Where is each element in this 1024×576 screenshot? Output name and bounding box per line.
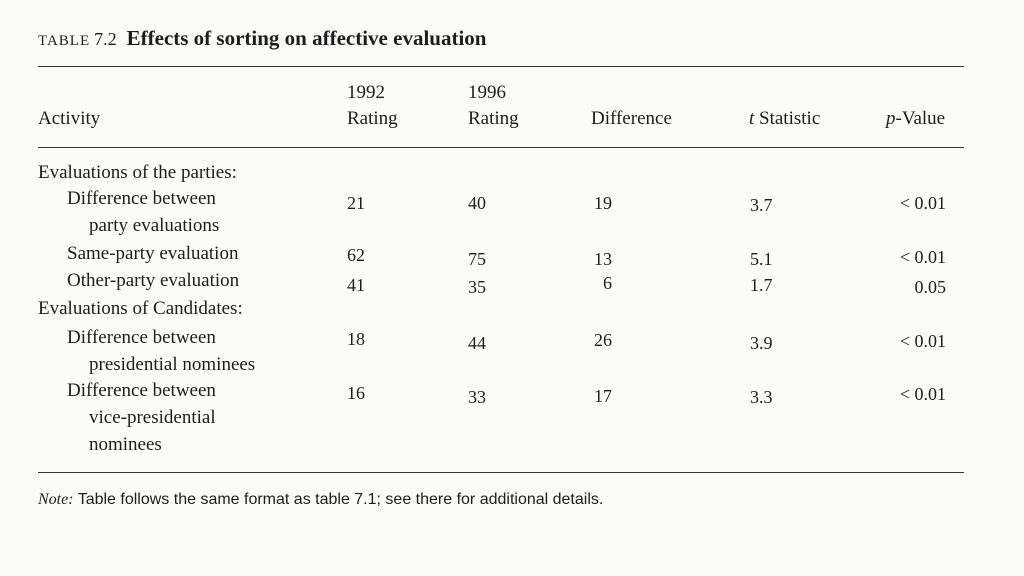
cell-p: < 0.01 bbox=[899, 193, 946, 213]
header-1996-rating: Rating bbox=[468, 108, 519, 129]
cell-t: 5.1 bbox=[750, 249, 773, 269]
cell-p: 0.05 bbox=[914, 277, 947, 297]
cell-p: < 0.01 bbox=[899, 384, 946, 404]
table-note: Note: Table follows the same format as t… bbox=[38, 491, 603, 509]
cell-1996: 44 bbox=[468, 333, 486, 353]
header-t-statistic: t Statistic bbox=[749, 106, 820, 132]
row-label-line: Difference between bbox=[67, 327, 216, 348]
header-p-rest: -Value bbox=[895, 108, 946, 129]
cell-1996: 35 bbox=[468, 277, 486, 297]
cell-1992: 21 bbox=[347, 193, 365, 213]
header-1992-rating: Rating bbox=[347, 108, 398, 129]
cell-difference: 6 bbox=[603, 273, 612, 293]
bottom-rule bbox=[38, 472, 964, 473]
cell-difference: 26 bbox=[594, 330, 612, 350]
row-label-line: presidential nominees bbox=[89, 354, 256, 375]
cell-1992: 18 bbox=[347, 329, 365, 349]
group-label: Evaluations of Candidates: bbox=[38, 298, 243, 319]
table-title: Effects of sorting on affective evaluati… bbox=[126, 26, 487, 50]
cell-1996: 75 bbox=[468, 249, 486, 269]
cell-1992: 41 bbox=[347, 275, 365, 295]
note-lead: Note: bbox=[38, 491, 74, 508]
cell-1992: 62 bbox=[347, 245, 365, 265]
row-label-line: Same-party evaluation bbox=[67, 243, 239, 264]
row-label-line: nominees bbox=[89, 434, 162, 455]
cell-1992: 16 bbox=[347, 383, 365, 403]
row-label-line: Difference between bbox=[67, 188, 216, 209]
cell-p: < 0.01 bbox=[899, 247, 946, 267]
table-number: 7.2 bbox=[94, 29, 117, 49]
row-label-line: party evaluations bbox=[89, 215, 220, 236]
header-1992-year: 1992 bbox=[347, 82, 385, 103]
cell-difference: 17 bbox=[594, 386, 612, 406]
header-1996-year: 1996 bbox=[468, 82, 506, 103]
header-p-italic: p bbox=[886, 108, 896, 129]
header-t-rest: Statistic bbox=[754, 108, 821, 129]
table-caption: TABLE 7.2 Effects of sorting on affectiv… bbox=[38, 26, 486, 51]
cell-t: 3.7 bbox=[750, 195, 773, 215]
cell-1996: 33 bbox=[468, 387, 486, 407]
cell-difference: 13 bbox=[594, 249, 612, 269]
group-label: Evaluations of the parties: bbox=[38, 162, 237, 183]
cell-p: < 0.01 bbox=[899, 331, 946, 351]
header-difference: Difference bbox=[591, 108, 672, 129]
cell-t: 3.3 bbox=[750, 387, 773, 407]
header-activity: Activity bbox=[38, 108, 101, 129]
row-label-line: Difference between bbox=[67, 380, 216, 401]
cell-t: 1.7 bbox=[750, 275, 773, 295]
cell-t: 3.9 bbox=[750, 333, 773, 353]
table-label: TABLE bbox=[38, 33, 91, 49]
header-rule bbox=[38, 147, 964, 148]
header-p-value: p-Value bbox=[886, 106, 945, 132]
row-label-line: Other-party evaluation bbox=[67, 270, 240, 291]
top-rule bbox=[38, 66, 964, 67]
cell-difference: 19 bbox=[594, 193, 612, 213]
note-text: Table follows the same format as table 7… bbox=[73, 491, 604, 508]
row-label-line: vice-presidential bbox=[89, 407, 216, 428]
header-t-italic: t bbox=[749, 108, 755, 129]
cell-1996: 40 bbox=[468, 193, 486, 213]
